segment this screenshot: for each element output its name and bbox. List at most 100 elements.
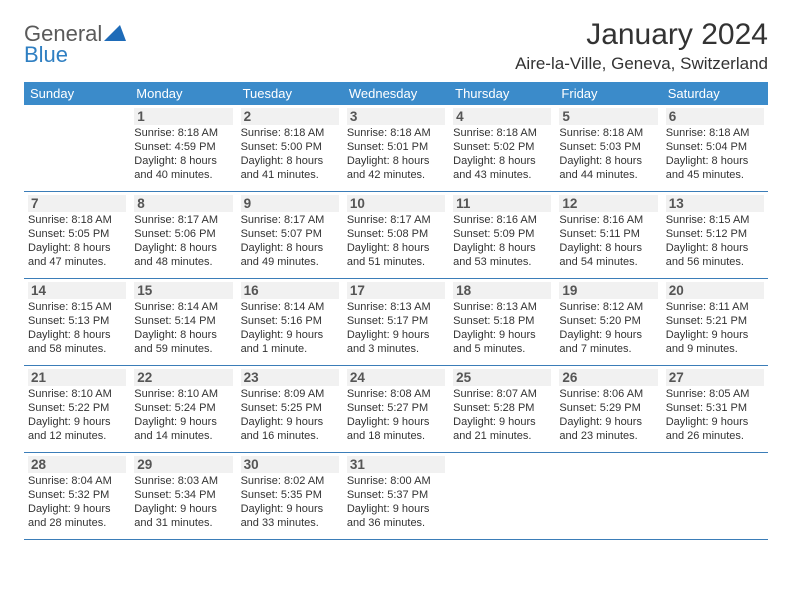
day-number: 22: [134, 369, 232, 386]
sunrise-line: Sunrise: 8:14 AM: [134, 300, 232, 314]
day-number: 25: [453, 369, 551, 386]
sunset-line: Sunset: 5:29 PM: [559, 401, 657, 415]
daylight-line: Daylight: 8 hours and 43 minutes.: [453, 154, 551, 182]
logo: General Blue: [24, 18, 126, 66]
day-info: Sunrise: 8:17 AMSunset: 5:08 PMDaylight:…: [347, 213, 445, 269]
sunrise-line: Sunrise: 8:05 AM: [666, 387, 764, 401]
sunset-line: Sunset: 5:18 PM: [453, 314, 551, 328]
calendar-cell: 11Sunrise: 8:16 AMSunset: 5:09 PMDayligh…: [449, 192, 555, 278]
calendar-cell: [555, 453, 661, 539]
sunset-line: Sunset: 5:17 PM: [347, 314, 445, 328]
day-number: 17: [347, 282, 445, 299]
sunset-line: Sunset: 5:02 PM: [453, 140, 551, 154]
day-info: Sunrise: 8:09 AMSunset: 5:25 PMDaylight:…: [241, 387, 339, 443]
calendar-cell: 26Sunrise: 8:06 AMSunset: 5:29 PMDayligh…: [555, 366, 661, 452]
sunrise-line: Sunrise: 8:02 AM: [241, 474, 339, 488]
title-block: January 2024 Aire-la-Ville, Geneva, Swit…: [515, 18, 768, 74]
sunset-line: Sunset: 5:37 PM: [347, 488, 445, 502]
sunrise-line: Sunrise: 8:03 AM: [134, 474, 232, 488]
day-number: 8: [134, 195, 232, 212]
sunrise-line: Sunrise: 8:18 AM: [241, 126, 339, 140]
daylight-line: Daylight: 8 hours and 51 minutes.: [347, 241, 445, 269]
month-title: January 2024: [515, 18, 768, 52]
daylight-line: Daylight: 9 hours and 33 minutes.: [241, 502, 339, 530]
calendar-week: 21Sunrise: 8:10 AMSunset: 5:22 PMDayligh…: [24, 366, 768, 453]
weekday-label: Tuesday: [237, 82, 343, 105]
sunset-line: Sunset: 5:08 PM: [347, 227, 445, 241]
calendar-cell: 27Sunrise: 8:05 AMSunset: 5:31 PMDayligh…: [662, 366, 768, 452]
day-number: 29: [134, 456, 232, 473]
day-number: 4: [453, 108, 551, 125]
calendar-cell: 7Sunrise: 8:18 AMSunset: 5:05 PMDaylight…: [24, 192, 130, 278]
day-number: 7: [28, 195, 126, 212]
day-number: 6: [666, 108, 764, 125]
sunset-line: Sunset: 5:13 PM: [28, 314, 126, 328]
calendar-cell: 22Sunrise: 8:10 AMSunset: 5:24 PMDayligh…: [130, 366, 236, 452]
sunrise-line: Sunrise: 8:18 AM: [453, 126, 551, 140]
calendar: SundayMondayTuesdayWednesdayThursdayFrid…: [24, 82, 768, 540]
day-info: Sunrise: 8:17 AMSunset: 5:07 PMDaylight:…: [241, 213, 339, 269]
day-number: 30: [241, 456, 339, 473]
day-number: 2: [241, 108, 339, 125]
calendar-cell: 28Sunrise: 8:04 AMSunset: 5:32 PMDayligh…: [24, 453, 130, 539]
day-info: Sunrise: 8:02 AMSunset: 5:35 PMDaylight:…: [241, 474, 339, 530]
calendar-cell: [662, 453, 768, 539]
calendar-cell: [24, 105, 130, 191]
daylight-line: Daylight: 9 hours and 26 minutes.: [666, 415, 764, 443]
daylight-line: Daylight: 8 hours and 54 minutes.: [559, 241, 657, 269]
daylight-line: Daylight: 8 hours and 49 minutes.: [241, 241, 339, 269]
calendar-cell: 23Sunrise: 8:09 AMSunset: 5:25 PMDayligh…: [237, 366, 343, 452]
logo-text-blue: Blue: [24, 45, 126, 66]
calendar-cell: 13Sunrise: 8:15 AMSunset: 5:12 PMDayligh…: [662, 192, 768, 278]
calendar-cell: 12Sunrise: 8:16 AMSunset: 5:11 PMDayligh…: [555, 192, 661, 278]
calendar-week: 1Sunrise: 8:18 AMSunset: 4:59 PMDaylight…: [24, 105, 768, 192]
daylight-line: Daylight: 8 hours and 40 minutes.: [134, 154, 232, 182]
day-info: Sunrise: 8:10 AMSunset: 5:22 PMDaylight:…: [28, 387, 126, 443]
sunrise-line: Sunrise: 8:18 AM: [666, 126, 764, 140]
day-number: 24: [347, 369, 445, 386]
day-info: Sunrise: 8:05 AMSunset: 5:31 PMDaylight:…: [666, 387, 764, 443]
sunset-line: Sunset: 4:59 PM: [134, 140, 232, 154]
header: General Blue January 2024 Aire-la-Ville,…: [24, 18, 768, 74]
daylight-line: Daylight: 8 hours and 53 minutes.: [453, 241, 551, 269]
sunset-line: Sunset: 5:34 PM: [134, 488, 232, 502]
sunset-line: Sunset: 5:09 PM: [453, 227, 551, 241]
day-number: 21: [28, 369, 126, 386]
calendar-cell: 21Sunrise: 8:10 AMSunset: 5:22 PMDayligh…: [24, 366, 130, 452]
day-info: Sunrise: 8:08 AMSunset: 5:27 PMDaylight:…: [347, 387, 445, 443]
daylight-line: Daylight: 9 hours and 3 minutes.: [347, 328, 445, 356]
daylight-line: Daylight: 9 hours and 23 minutes.: [559, 415, 657, 443]
calendar-weeks: 1Sunrise: 8:18 AMSunset: 4:59 PMDaylight…: [24, 105, 768, 540]
day-number: 9: [241, 195, 339, 212]
sunrise-line: Sunrise: 8:17 AM: [347, 213, 445, 227]
sunrise-line: Sunrise: 8:14 AM: [241, 300, 339, 314]
sunrise-line: Sunrise: 8:18 AM: [559, 126, 657, 140]
sunset-line: Sunset: 5:03 PM: [559, 140, 657, 154]
calendar-cell: 25Sunrise: 8:07 AMSunset: 5:28 PMDayligh…: [449, 366, 555, 452]
calendar-cell: 2Sunrise: 8:18 AMSunset: 5:00 PMDaylight…: [237, 105, 343, 191]
weekday-label: Saturday: [662, 82, 768, 105]
calendar-cell: 6Sunrise: 8:18 AMSunset: 5:04 PMDaylight…: [662, 105, 768, 191]
sunrise-line: Sunrise: 8:10 AM: [134, 387, 232, 401]
weekday-header: SundayMondayTuesdayWednesdayThursdayFrid…: [24, 82, 768, 105]
day-info: Sunrise: 8:18 AMSunset: 5:02 PMDaylight:…: [453, 126, 551, 182]
calendar-cell: 14Sunrise: 8:15 AMSunset: 5:13 PMDayligh…: [24, 279, 130, 365]
day-info: Sunrise: 8:15 AMSunset: 5:13 PMDaylight:…: [28, 300, 126, 356]
sunset-line: Sunset: 5:31 PM: [666, 401, 764, 415]
sunset-line: Sunset: 5:14 PM: [134, 314, 232, 328]
day-number: 3: [347, 108, 445, 125]
sunrise-line: Sunrise: 8:00 AM: [347, 474, 445, 488]
sunset-line: Sunset: 5:32 PM: [28, 488, 126, 502]
sunset-line: Sunset: 5:04 PM: [666, 140, 764, 154]
sunrise-line: Sunrise: 8:11 AM: [666, 300, 764, 314]
daylight-line: Daylight: 9 hours and 31 minutes.: [134, 502, 232, 530]
sunset-line: Sunset: 5:35 PM: [241, 488, 339, 502]
day-info: Sunrise: 8:18 AMSunset: 5:05 PMDaylight:…: [28, 213, 126, 269]
sunrise-line: Sunrise: 8:18 AM: [28, 213, 126, 227]
daylight-line: Daylight: 9 hours and 36 minutes.: [347, 502, 445, 530]
calendar-week: 28Sunrise: 8:04 AMSunset: 5:32 PMDayligh…: [24, 453, 768, 540]
daylight-line: Daylight: 9 hours and 18 minutes.: [347, 415, 445, 443]
weekday-label: Sunday: [24, 82, 130, 105]
daylight-line: Daylight: 9 hours and 16 minutes.: [241, 415, 339, 443]
daylight-line: Daylight: 8 hours and 59 minutes.: [134, 328, 232, 356]
